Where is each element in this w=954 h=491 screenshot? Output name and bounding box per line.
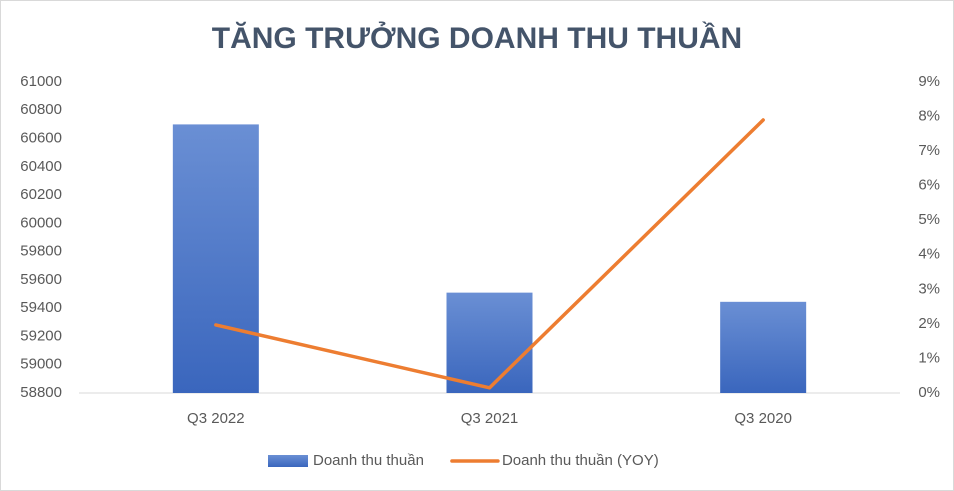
x-tick-label: Q3 2022 bbox=[187, 410, 245, 427]
bar bbox=[172, 124, 259, 393]
legend-swatch bbox=[268, 455, 308, 467]
y-tick-label: 60000 bbox=[20, 214, 62, 231]
y-tick-label: 59000 bbox=[20, 356, 62, 373]
y2-tick-label: 3% bbox=[918, 280, 940, 297]
y-tick-label: 60800 bbox=[20, 101, 62, 118]
bar bbox=[446, 292, 533, 393]
y2-tick-label: 0% bbox=[918, 384, 940, 401]
y-tick-label: 59600 bbox=[20, 271, 62, 288]
y-tick-label: 60200 bbox=[20, 186, 62, 203]
x-tick-label: Q3 2020 bbox=[734, 410, 792, 427]
chart-title: TĂNG TRƯỞNG DOANH THU THUẦN bbox=[212, 21, 742, 55]
y2-tick-label: 4% bbox=[918, 246, 940, 263]
legend-label: Doanh thu thuần (YOY) bbox=[502, 452, 659, 469]
legend-label: Doanh thu thuần bbox=[313, 452, 424, 469]
y2-tick-label: 8% bbox=[918, 108, 940, 125]
y2-tick-label: 2% bbox=[918, 315, 940, 332]
bar bbox=[720, 301, 807, 393]
y-tick-label: 58800 bbox=[20, 384, 62, 401]
line bbox=[214, 118, 765, 390]
y-tick-label: 61000 bbox=[20, 73, 62, 90]
y2-tick-label: 9% bbox=[918, 73, 940, 90]
y2-tick-label: 1% bbox=[918, 349, 940, 366]
y-tick-label: 59400 bbox=[20, 299, 62, 316]
y2-tick-label: 7% bbox=[918, 142, 940, 159]
y2-tick-label: 6% bbox=[918, 177, 940, 194]
x-tick-label: Q3 2021 bbox=[461, 410, 519, 427]
y-tick-label: 59200 bbox=[20, 327, 62, 344]
y-tick-label: 60400 bbox=[20, 158, 62, 175]
y-tick-label: 60600 bbox=[20, 130, 62, 147]
y2-tick-label: 5% bbox=[918, 211, 940, 228]
y-tick-label: 59800 bbox=[20, 243, 62, 260]
